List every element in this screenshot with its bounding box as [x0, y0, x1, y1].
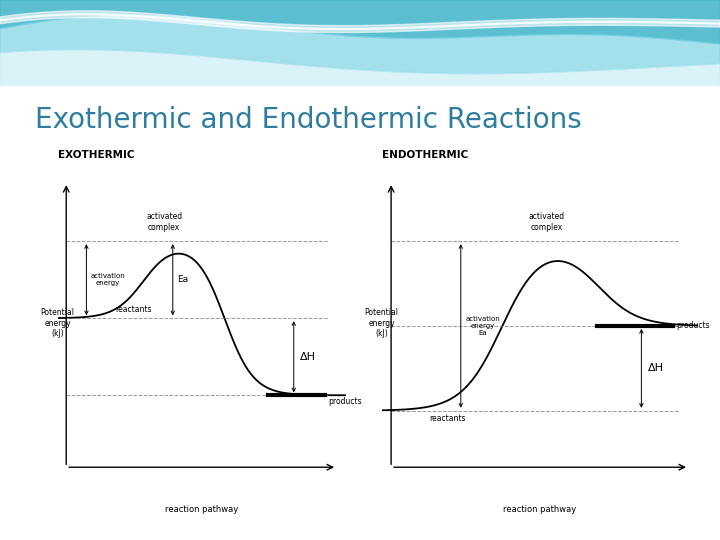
- Text: reaction pathway: reaction pathway: [503, 505, 577, 514]
- Text: products: products: [676, 321, 710, 330]
- Text: ΔH: ΔH: [648, 363, 664, 373]
- Text: Potential
energy
(kJ): Potential energy (kJ): [40, 308, 75, 338]
- Text: products: products: [328, 397, 362, 406]
- Text: Ea: Ea: [177, 275, 188, 284]
- Text: activation
energy: activation energy: [91, 273, 125, 286]
- Text: reactants: reactants: [115, 305, 152, 314]
- Text: ΔH: ΔH: [300, 352, 315, 362]
- Text: Potential
energy
(kJ): Potential energy (kJ): [364, 308, 399, 338]
- Text: EXOTHERMIC: EXOTHERMIC: [58, 150, 134, 160]
- Text: ENDOTHERMIC: ENDOTHERMIC: [382, 150, 468, 160]
- Text: activated
complex: activated complex: [146, 212, 182, 232]
- Text: activation
energy
Ea: activation energy Ea: [466, 316, 500, 336]
- Text: Exothermic and Endothermic Reactions: Exothermic and Endothermic Reactions: [35, 106, 582, 133]
- Text: reaction pathway: reaction pathway: [165, 505, 238, 514]
- Text: activated
complex: activated complex: [528, 212, 564, 232]
- Text: reactants: reactants: [429, 414, 466, 423]
